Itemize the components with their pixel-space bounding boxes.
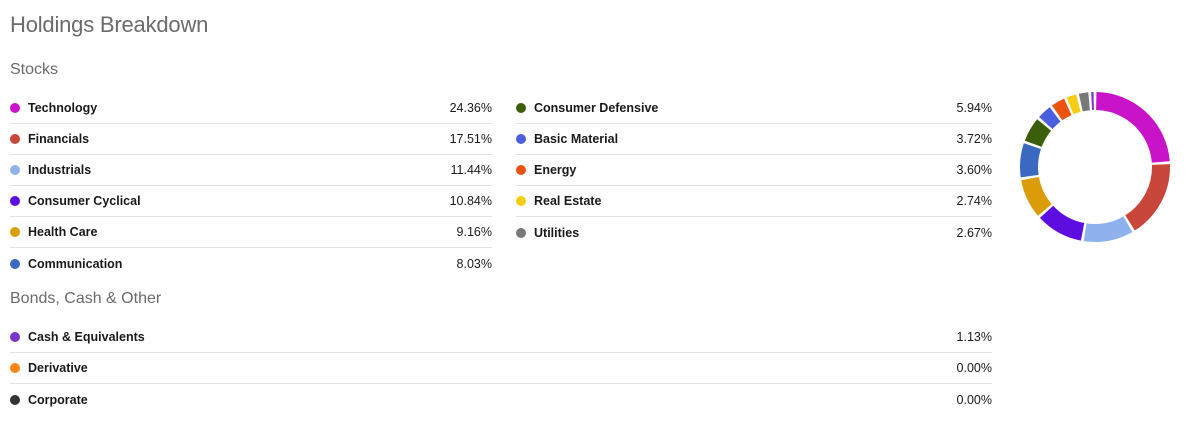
- donut-slice-industrials[interactable]: [1083, 216, 1133, 242]
- holding-value: 5.94%: [956, 101, 992, 115]
- legend-dot: [516, 227, 526, 238]
- holding-label: Real Estate: [534, 194, 602, 208]
- donut-slice-health-care[interactable]: [1021, 176, 1052, 216]
- donut-slice-energy[interactable]: [1051, 98, 1072, 121]
- holdings-donut-chart: [1020, 92, 1170, 242]
- holding-row-cash-equivalents[interactable]: Cash & Equivalents 1.13%: [10, 322, 992, 353]
- donut-slice-utilities[interactable]: [1078, 92, 1091, 112]
- donut-slice-consumer-cyclical[interactable]: [1039, 205, 1085, 241]
- holding-label: Consumer Defensive: [534, 101, 659, 115]
- legend-dot: [516, 134, 526, 144]
- legend-dot: [10, 134, 20, 144]
- holding-label: Derivative: [28, 361, 88, 375]
- holding-label: Energy: [534, 163, 577, 177]
- holding-row-basic-material[interactable]: Basic Material 3.72%: [516, 124, 992, 155]
- holding-row-energy[interactable]: Energy 3.60%: [516, 155, 992, 186]
- holding-value: 2.67%: [956, 225, 992, 240]
- holding-value: 17.51%: [449, 132, 492, 146]
- holding-row-derivative[interactable]: Derivative 0.00%: [10, 353, 992, 384]
- stocks-list-left: Technology 24.36% Financials 17.51% Indu…: [10, 93, 492, 279]
- legend-dot: [10, 394, 20, 405]
- holding-value: 3.72%: [956, 132, 992, 146]
- bonds-heading: Bonds, Cash & Other: [10, 290, 162, 307]
- legend-dot: [10, 227, 20, 237]
- page-title: Holdings Breakdown: [10, 12, 209, 37]
- holding-row-industrials[interactable]: Industrials 11.44%: [10, 155, 492, 186]
- holding-row-corporate[interactable]: Corporate 0.00%: [10, 384, 992, 415]
- legend-dot: [516, 103, 526, 113]
- holding-row-real-estate[interactable]: Real Estate 2.74%: [516, 186, 992, 217]
- holding-label: Communication: [28, 256, 123, 271]
- holding-value: 0.00%: [956, 361, 992, 375]
- holding-value: 24.36%: [449, 101, 492, 115]
- bonds-list: Cash & Equivalents 1.13% Derivative 0.00…: [10, 322, 992, 415]
- donut-slice-technology[interactable]: [1095, 92, 1170, 163]
- legend-dot: [10, 103, 20, 113]
- holding-value: 2.74%: [956, 194, 992, 208]
- holding-label: Consumer Cyclical: [28, 194, 141, 208]
- holding-row-technology[interactable]: Technology 24.36%: [10, 93, 492, 124]
- holding-label: Utilities: [534, 225, 580, 240]
- holding-label: Cash & Equivalents: [28, 330, 145, 344]
- legend-dot: [10, 196, 20, 206]
- holding-label: Technology: [28, 101, 98, 115]
- legend-dot: [10, 332, 20, 342]
- holding-row-consumer-cyclical[interactable]: Consumer Cyclical 10.84%: [10, 186, 492, 217]
- stocks-list-right: Consumer Defensive 5.94% Basic Material …: [516, 93, 992, 248]
- donut-slice-real-estate[interactable]: [1066, 94, 1081, 115]
- holding-row-financials[interactable]: Financials 17.51%: [10, 124, 492, 155]
- stocks-heading: Stocks: [10, 61, 59, 78]
- donut-slice-basic-material[interactable]: [1039, 107, 1061, 130]
- holding-value: 11.44%: [450, 163, 492, 177]
- holding-row-health-care[interactable]: Health Care 9.16%: [10, 217, 492, 248]
- legend-dot: [10, 258, 20, 269]
- holding-row-communication[interactable]: Communication 8.03%: [10, 248, 492, 279]
- holding-value: 10.84%: [449, 194, 492, 208]
- holding-value: 1.13%: [956, 330, 992, 344]
- holding-label: Financials: [28, 132, 90, 146]
- donut-slice-financials[interactable]: [1124, 164, 1170, 231]
- holding-label: Basic Material: [534, 132, 619, 146]
- holding-value: 8.03%: [456, 256, 492, 271]
- legend-dot: [516, 196, 526, 206]
- donut-slice-consumer-defensive[interactable]: [1024, 119, 1052, 148]
- holding-value: 3.60%: [956, 163, 992, 177]
- holding-label: Industrials: [28, 163, 92, 177]
- holding-row-consumer-defensive[interactable]: Consumer Defensive 5.94%: [516, 93, 992, 124]
- donut-slice-communication[interactable]: [1020, 143, 1042, 178]
- holding-row-utilities[interactable]: Utilities 2.67%: [516, 217, 992, 248]
- holding-value: 9.16%: [456, 225, 492, 239]
- legend-dot: [10, 363, 20, 373]
- legend-dot: [10, 165, 20, 175]
- holding-label: Corporate: [28, 392, 88, 407]
- holding-label: Health Care: [28, 225, 98, 239]
- legend-dot: [516, 165, 526, 175]
- holding-value: 0.00%: [956, 392, 992, 407]
